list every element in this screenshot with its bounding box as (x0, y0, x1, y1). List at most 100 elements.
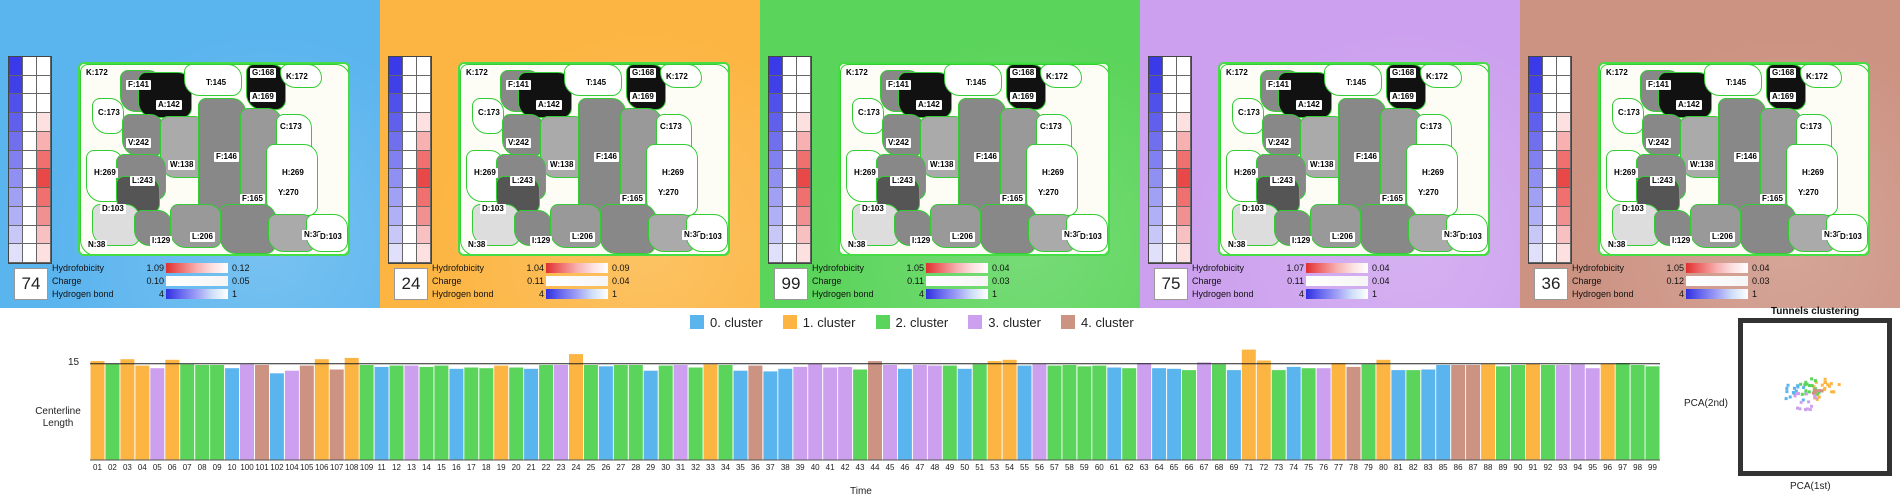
bar[interactable] (434, 365, 449, 460)
bar[interactable] (1197, 362, 1211, 460)
bar[interactable] (524, 368, 539, 460)
bar[interactable] (673, 365, 688, 460)
bar[interactable] (314, 359, 329, 460)
bar[interactable] (1451, 365, 1466, 460)
bar[interactable] (269, 373, 284, 460)
tunnel-surface-map[interactable]: K:172 F:141 T:145 G:168 K:172 A:142 A:169 C:173… (1598, 62, 1870, 256)
bar[interactable] (539, 365, 554, 460)
bar[interactable] (763, 371, 778, 460)
bar[interactable] (957, 368, 972, 460)
tunnel-surface-map[interactable]: K:172 F:141 T:145 G:168 K:172 A:142 A:169 C:173… (1218, 62, 1490, 256)
bar[interactable] (838, 366, 853, 460)
bar[interactable] (165, 359, 180, 460)
bar[interactable] (972, 364, 987, 460)
bar[interactable] (374, 366, 389, 460)
bar[interactable] (883, 365, 897, 460)
bar[interactable] (329, 369, 344, 461)
bar[interactable] (897, 368, 912, 460)
bar[interactable] (1182, 370, 1196, 460)
tunnel-panel[interactable]: 99 K:172 F:141 T:145 G:168 K:172 A:142 A:169 C:1… (760, 0, 1140, 308)
bar[interactable] (658, 365, 673, 460)
bar[interactable] (1376, 359, 1391, 460)
bar[interactable] (404, 365, 419, 460)
bar[interactable] (120, 359, 135, 460)
bar[interactable] (1256, 360, 1271, 461)
bar[interactable] (853, 369, 868, 461)
bar[interactable] (628, 365, 643, 460)
bar[interactable] (1406, 370, 1421, 460)
bar[interactable] (1525, 363, 1540, 460)
bar[interactable] (284, 370, 299, 460)
tunnel-surface-map[interactable]: K:172 F:141 T:145 G:168 K:172 A:142 A:169 C:173… (78, 62, 350, 256)
bar[interactable] (1107, 367, 1122, 461)
bar[interactable] (1331, 363, 1346, 460)
bar[interactable] (613, 365, 628, 460)
bar[interactable] (1077, 366, 1092, 460)
bar[interactable] (718, 365, 733, 460)
bar[interactable] (135, 365, 150, 460)
bar[interactable] (987, 361, 1002, 460)
bar[interactable] (1585, 368, 1600, 460)
bar[interactable] (1615, 363, 1630, 460)
bar[interactable] (583, 365, 598, 460)
bar[interactable] (1152, 368, 1167, 460)
bar[interactable] (1047, 365, 1062, 460)
bar[interactable] (942, 365, 957, 460)
tunnel-surface-map[interactable]: K:172 F:141 T:145 G:168 K:172 A:142 A:169 C:173… (458, 62, 730, 256)
bar[interactable] (1092, 365, 1107, 460)
bar[interactable] (1496, 366, 1510, 460)
tunnel-surface-map[interactable]: K:172 F:141 T:145 G:168 K:172 A:142 A:169 C:173… (838, 62, 1110, 256)
bar[interactable] (927, 365, 942, 460)
tunnel-panel[interactable]: 24 K:172 F:141 T:145 G:168 K:172 A:142 A:169 C:1… (380, 0, 760, 308)
bar[interactable] (90, 361, 105, 460)
bar[interactable] (1346, 366, 1361, 460)
bar[interactable] (1122, 368, 1137, 460)
bar[interactable] (778, 368, 793, 460)
bar[interactable] (1286, 366, 1301, 460)
bar[interactable] (1481, 364, 1496, 460)
bar[interactable] (1630, 365, 1645, 460)
bar[interactable] (733, 370, 748, 460)
bar[interactable] (1167, 368, 1182, 460)
bar[interactable] (105, 363, 120, 460)
bar[interactable] (1137, 363, 1152, 460)
bar[interactable] (554, 365, 568, 460)
bar[interactable] (389, 365, 404, 460)
bar[interactable] (210, 365, 225, 460)
bar[interactable] (1062, 365, 1077, 460)
bar[interactable] (240, 364, 254, 460)
bar[interactable] (823, 367, 838, 461)
bar[interactable] (1466, 365, 1481, 460)
bar[interactable] (1017, 365, 1032, 460)
bar[interactable] (688, 367, 703, 461)
tunnel-panel[interactable]: 74 K:172 F:141 T:145 G:168 K:172 A:142 A:169 C:1… (0, 0, 380, 308)
bar[interactable] (180, 364, 195, 460)
bar[interactable] (449, 368, 464, 460)
bar[interactable] (1391, 370, 1406, 460)
bar[interactable] (1600, 363, 1615, 460)
bar[interactable] (703, 364, 718, 460)
bar[interactable] (344, 357, 359, 460)
bar[interactable] (464, 367, 479, 461)
bar[interactable] (1540, 365, 1555, 460)
bar[interactable] (1361, 364, 1376, 460)
tunnel-panel[interactable]: 36 K:172 F:141 T:145 G:168 K:172 A:142 A:169 C:1… (1520, 0, 1900, 308)
bar[interactable] (255, 365, 269, 460)
bar[interactable] (808, 363, 823, 460)
bar[interactable] (299, 365, 314, 460)
bar[interactable] (1421, 369, 1436, 461)
bar[interactable] (494, 365, 509, 460)
tunnel-panel[interactable]: 75 K:172 F:141 T:145 G:168 K:172 A:142 A:169 C:1… (1140, 0, 1520, 308)
bar[interactable] (359, 365, 374, 460)
bar[interactable] (1226, 370, 1241, 460)
bar[interactable] (868, 361, 882, 460)
bar[interactable] (748, 365, 763, 460)
bar[interactable] (150, 368, 165, 460)
bar[interactable] (1570, 364, 1585, 460)
bar[interactable] (1271, 370, 1286, 460)
bar[interactable] (1316, 368, 1331, 460)
tunnels-clustering-scatter[interactable] (1738, 318, 1892, 476)
bar[interactable] (509, 367, 524, 461)
bar[interactable] (569, 354, 583, 460)
bar[interactable] (912, 365, 927, 460)
